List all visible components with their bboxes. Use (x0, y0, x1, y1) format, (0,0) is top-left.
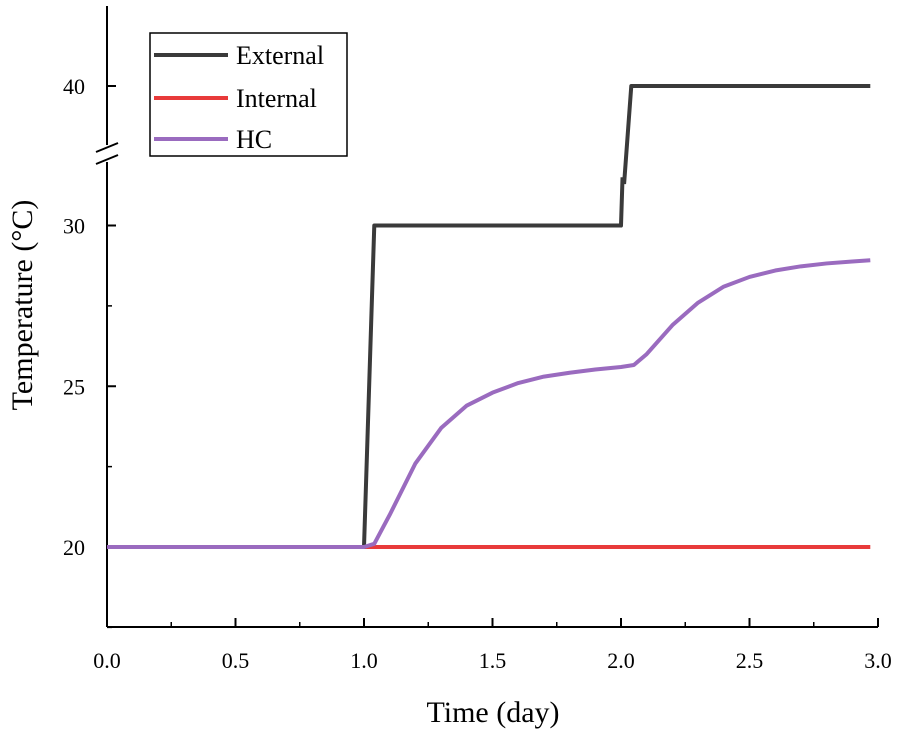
labels: Time (day) Temperature (°C) (6, 200, 560, 729)
x-tick-label: 1.5 (479, 648, 507, 673)
x-tick-label: 3.0 (864, 648, 892, 673)
series-layer (107, 84, 871, 549)
y-tick-label: 25 (63, 374, 85, 399)
axes: 0.0 0.5 1.0 1.5 2.0 2.5 3.0 20 25 30 40 (63, 6, 892, 673)
x-axis-title: Time (day) (426, 696, 559, 729)
legend-label-hc: HC (236, 125, 272, 154)
axis-break-mark (95, 142, 119, 153)
legend-label-internal: Internal (236, 84, 317, 113)
x-tick-label: 0.0 (93, 648, 121, 673)
series-line-hc (107, 258, 871, 549)
x-tick-label: 0.5 (222, 648, 250, 673)
x-tick-label: 2.5 (736, 648, 764, 673)
x-tick-label: 1.0 (350, 648, 378, 673)
y-tick-label: 20 (63, 535, 85, 560)
x-tick-label: 2.0 (607, 648, 635, 673)
y-tick-label: 40 (63, 74, 85, 99)
series-hc (107, 258, 871, 549)
axis-break-mark (95, 154, 119, 165)
y-tick-label: 30 (63, 214, 85, 239)
legend: External Internal HC (149, 32, 348, 157)
legend-label-external: External (236, 41, 324, 70)
y-axis-title: Temperature (°C) (6, 200, 39, 411)
